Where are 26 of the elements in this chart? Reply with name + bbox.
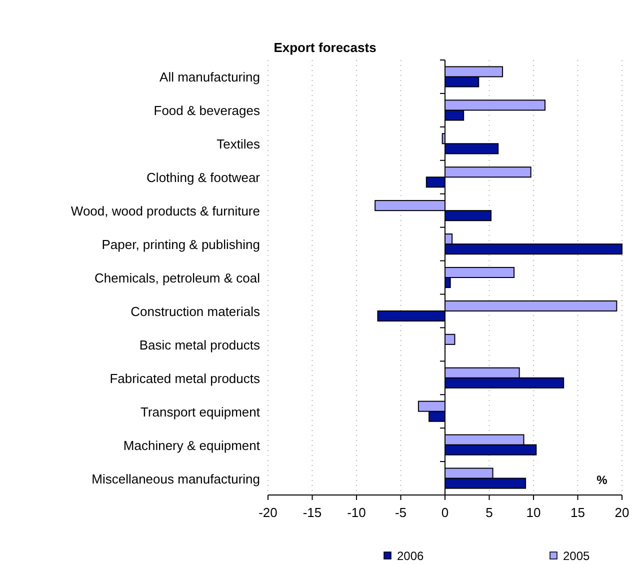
y-tick-label: All manufacturing: [160, 70, 260, 85]
x-tick-label: -10: [347, 505, 366, 520]
y-tick-label: Wood, wood products & furniture: [70, 204, 260, 219]
y-tick-label: Textiles: [216, 136, 260, 152]
legend-label: 2005: [563, 549, 590, 563]
x-tick-label: 15: [570, 505, 585, 520]
x-tick-label: 5: [486, 505, 493, 520]
x-tick-label: -20: [258, 505, 278, 520]
y-tick-label: Machinery & equipment: [123, 438, 260, 453]
chart-title: Export forecasts: [274, 40, 376, 55]
y-tick-label: Fabricated metal products: [110, 370, 260, 386]
x-tick-label: -15: [302, 505, 322, 520]
y-tick-label: Paper, printing & publishing: [102, 237, 260, 252]
y-tick-label: Basic metal products: [139, 337, 260, 352]
x-tick-label: 20: [614, 505, 630, 520]
y-tick-label: Construction materials: [130, 304, 260, 319]
x-tick-label: 10: [526, 505, 541, 520]
x-tick-label: 0: [441, 505, 449, 520]
y-tick-label: Clothing & footwear: [146, 170, 261, 186]
legend-label: 2006: [397, 549, 424, 563]
x-tick-label: -5: [394, 505, 407, 520]
annotation: %: [596, 473, 608, 487]
y-tick-label: Miscellaneous manufacturing: [92, 471, 260, 486]
y-tick-label: Food & beverages: [154, 103, 260, 118]
y-tick-label: Transport equipment: [140, 404, 260, 420]
y-tick-label: Chemicals, petroleum & coal: [94, 270, 260, 286]
